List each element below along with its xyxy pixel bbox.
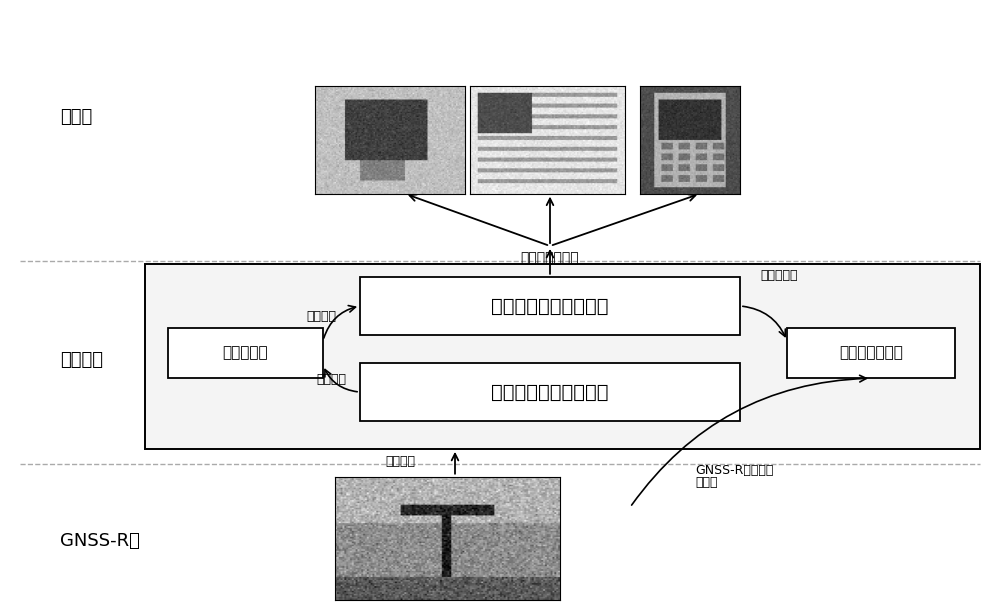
FancyArrowPatch shape [324, 306, 355, 338]
Text: 注册传感器: 注册传感器 [760, 269, 798, 282]
Text: 土壤湿度实时共享服务: 土壤湿度实时共享服务 [491, 296, 609, 315]
Text: 传感网层: 传感网层 [60, 351, 103, 369]
FancyBboxPatch shape [168, 328, 323, 378]
FancyBboxPatch shape [360, 363, 740, 421]
Text: 土壤湿度在线反演服务: 土壤湿度在线反演服务 [491, 383, 609, 402]
FancyArrowPatch shape [452, 454, 458, 474]
Text: 土壤湿度监测值: 土壤湿度监测值 [521, 252, 579, 265]
FancyBboxPatch shape [360, 277, 740, 335]
FancyArrowPatch shape [743, 306, 785, 336]
FancyArrowPatch shape [547, 199, 553, 243]
FancyBboxPatch shape [145, 264, 980, 449]
FancyArrowPatch shape [553, 194, 695, 245]
FancyArrowPatch shape [632, 375, 866, 505]
Text: 反演结果: 反演结果 [316, 373, 347, 386]
Text: 传感器建模语言: 传感器建模语言 [839, 346, 903, 360]
Text: GNSS-R层: GNSS-R层 [60, 532, 140, 550]
Text: 观测与测量: 观测与测量 [223, 346, 268, 360]
FancyArrowPatch shape [325, 370, 357, 392]
Text: 器信息: 器信息 [695, 476, 718, 490]
FancyBboxPatch shape [787, 328, 955, 378]
Text: 插入观测: 插入观测 [306, 309, 336, 323]
Text: GNSS-R虚拟传感: GNSS-R虚拟传感 [695, 464, 773, 477]
FancyArrowPatch shape [547, 251, 553, 274]
Text: 原始输入: 原始输入 [385, 454, 415, 468]
Text: 应用层: 应用层 [60, 108, 92, 126]
FancyArrowPatch shape [410, 194, 547, 245]
